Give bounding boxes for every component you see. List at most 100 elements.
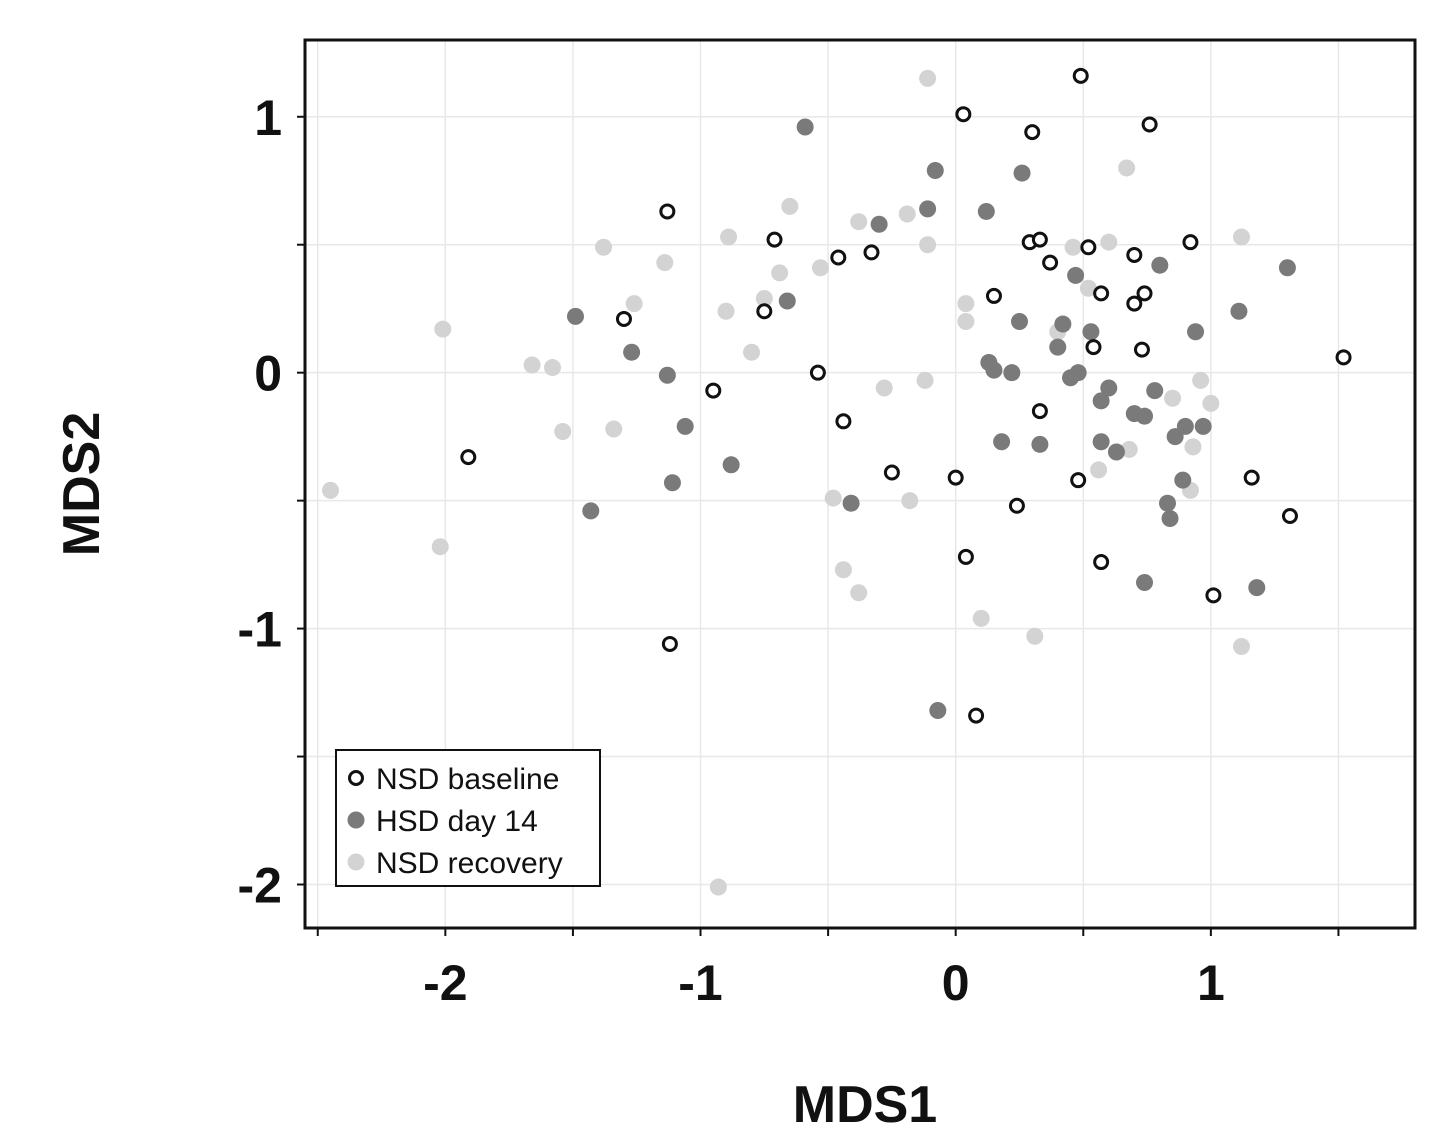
data-point	[1085, 339, 1102, 356]
data-point	[1072, 67, 1089, 84]
data-point	[947, 469, 964, 486]
data-point	[1126, 295, 1143, 312]
data-point	[1079, 279, 1097, 297]
series-nsd-baseline	[460, 67, 1352, 724]
data-point	[957, 312, 975, 330]
x-tick-label: 0	[942, 955, 970, 1011]
data-point	[1166, 428, 1184, 446]
y-tick-label: 0	[254, 346, 282, 402]
data-point	[972, 609, 990, 627]
data-point	[811, 259, 829, 277]
data-point	[875, 379, 893, 397]
data-point	[566, 307, 584, 325]
data-point	[722, 456, 740, 474]
data-point	[1158, 494, 1176, 512]
data-point	[705, 382, 722, 399]
y-tick-label: 1	[254, 90, 282, 146]
data-point	[870, 215, 888, 233]
data-point	[460, 449, 477, 466]
data-point	[824, 489, 842, 507]
legend-marker	[347, 853, 365, 871]
data-point	[1100, 233, 1118, 251]
data-point	[431, 538, 449, 556]
data-point	[977, 202, 995, 220]
data-point	[1042, 254, 1059, 271]
data-point	[901, 492, 919, 510]
x-tick-labels: -2 -1 0 1	[423, 955, 1225, 1011]
data-point	[957, 295, 975, 313]
data-point	[850, 584, 868, 602]
data-point	[1202, 394, 1220, 412]
data-point	[778, 292, 796, 310]
data-point	[1278, 259, 1296, 277]
data-point	[809, 364, 826, 381]
data-point	[929, 701, 947, 719]
data-point	[863, 244, 880, 261]
data-point	[1093, 554, 1110, 571]
data-point	[1174, 471, 1192, 489]
data-point	[926, 162, 944, 180]
data-point	[834, 561, 852, 579]
data-point	[1093, 285, 1110, 302]
data-point	[1161, 510, 1179, 528]
legend-label: NSD baseline	[376, 763, 559, 796]
data-point	[835, 413, 852, 430]
data-point	[615, 310, 632, 327]
data-point	[1013, 164, 1031, 182]
data-point	[1067, 266, 1085, 284]
data-point	[582, 502, 600, 520]
data-point	[1003, 364, 1021, 382]
series-hsd-day-14	[566, 118, 1296, 719]
data-point	[709, 878, 727, 896]
data-point	[1232, 228, 1250, 246]
data-point	[1141, 116, 1158, 133]
data-point	[1164, 389, 1182, 407]
data-point	[1136, 407, 1154, 425]
data-point	[1031, 403, 1048, 420]
data-point	[796, 118, 814, 136]
data-point	[1070, 472, 1087, 489]
data-point	[916, 371, 934, 389]
data-point	[919, 69, 937, 87]
data-point	[1187, 323, 1205, 341]
data-point	[743, 343, 761, 361]
data-point	[1008, 497, 1025, 514]
data-point	[755, 289, 773, 307]
x-tick-label: -2	[423, 955, 467, 1011]
data-point	[1010, 312, 1028, 330]
data-point	[1184, 438, 1202, 456]
data-point	[850, 213, 868, 231]
data-point	[766, 231, 783, 248]
data-point	[955, 106, 972, 123]
data-point	[1182, 234, 1199, 251]
data-point	[1335, 349, 1352, 366]
data-point	[663, 474, 681, 492]
legend: NSD baseline HSD day 14 NSD recovery	[335, 749, 601, 887]
data-point	[919, 236, 937, 254]
data-point	[1281, 507, 1298, 524]
data-point	[656, 254, 674, 272]
data-point	[1107, 443, 1125, 461]
data-point	[434, 320, 452, 338]
data-point	[1126, 246, 1143, 263]
data-point	[1120, 440, 1138, 458]
data-point	[1232, 638, 1250, 656]
data-point	[544, 359, 562, 377]
y-tick-label: -2	[238, 857, 282, 913]
data-point	[985, 287, 1002, 304]
data-point	[756, 303, 773, 320]
x-tick-label: -1	[678, 955, 722, 1011]
data-point	[1151, 256, 1169, 274]
legend-label: NSD recovery	[376, 847, 563, 880]
data-point	[1082, 323, 1100, 341]
x-tick-label: 1	[1197, 955, 1225, 1011]
legend-label: HSD day 14	[376, 805, 538, 838]
data-point	[1064, 238, 1082, 256]
data-point	[554, 423, 572, 441]
data-point	[1031, 231, 1048, 248]
data-point	[523, 356, 541, 374]
data-point	[1024, 124, 1041, 141]
legend-box	[335, 749, 601, 887]
data-point	[1230, 302, 1248, 320]
